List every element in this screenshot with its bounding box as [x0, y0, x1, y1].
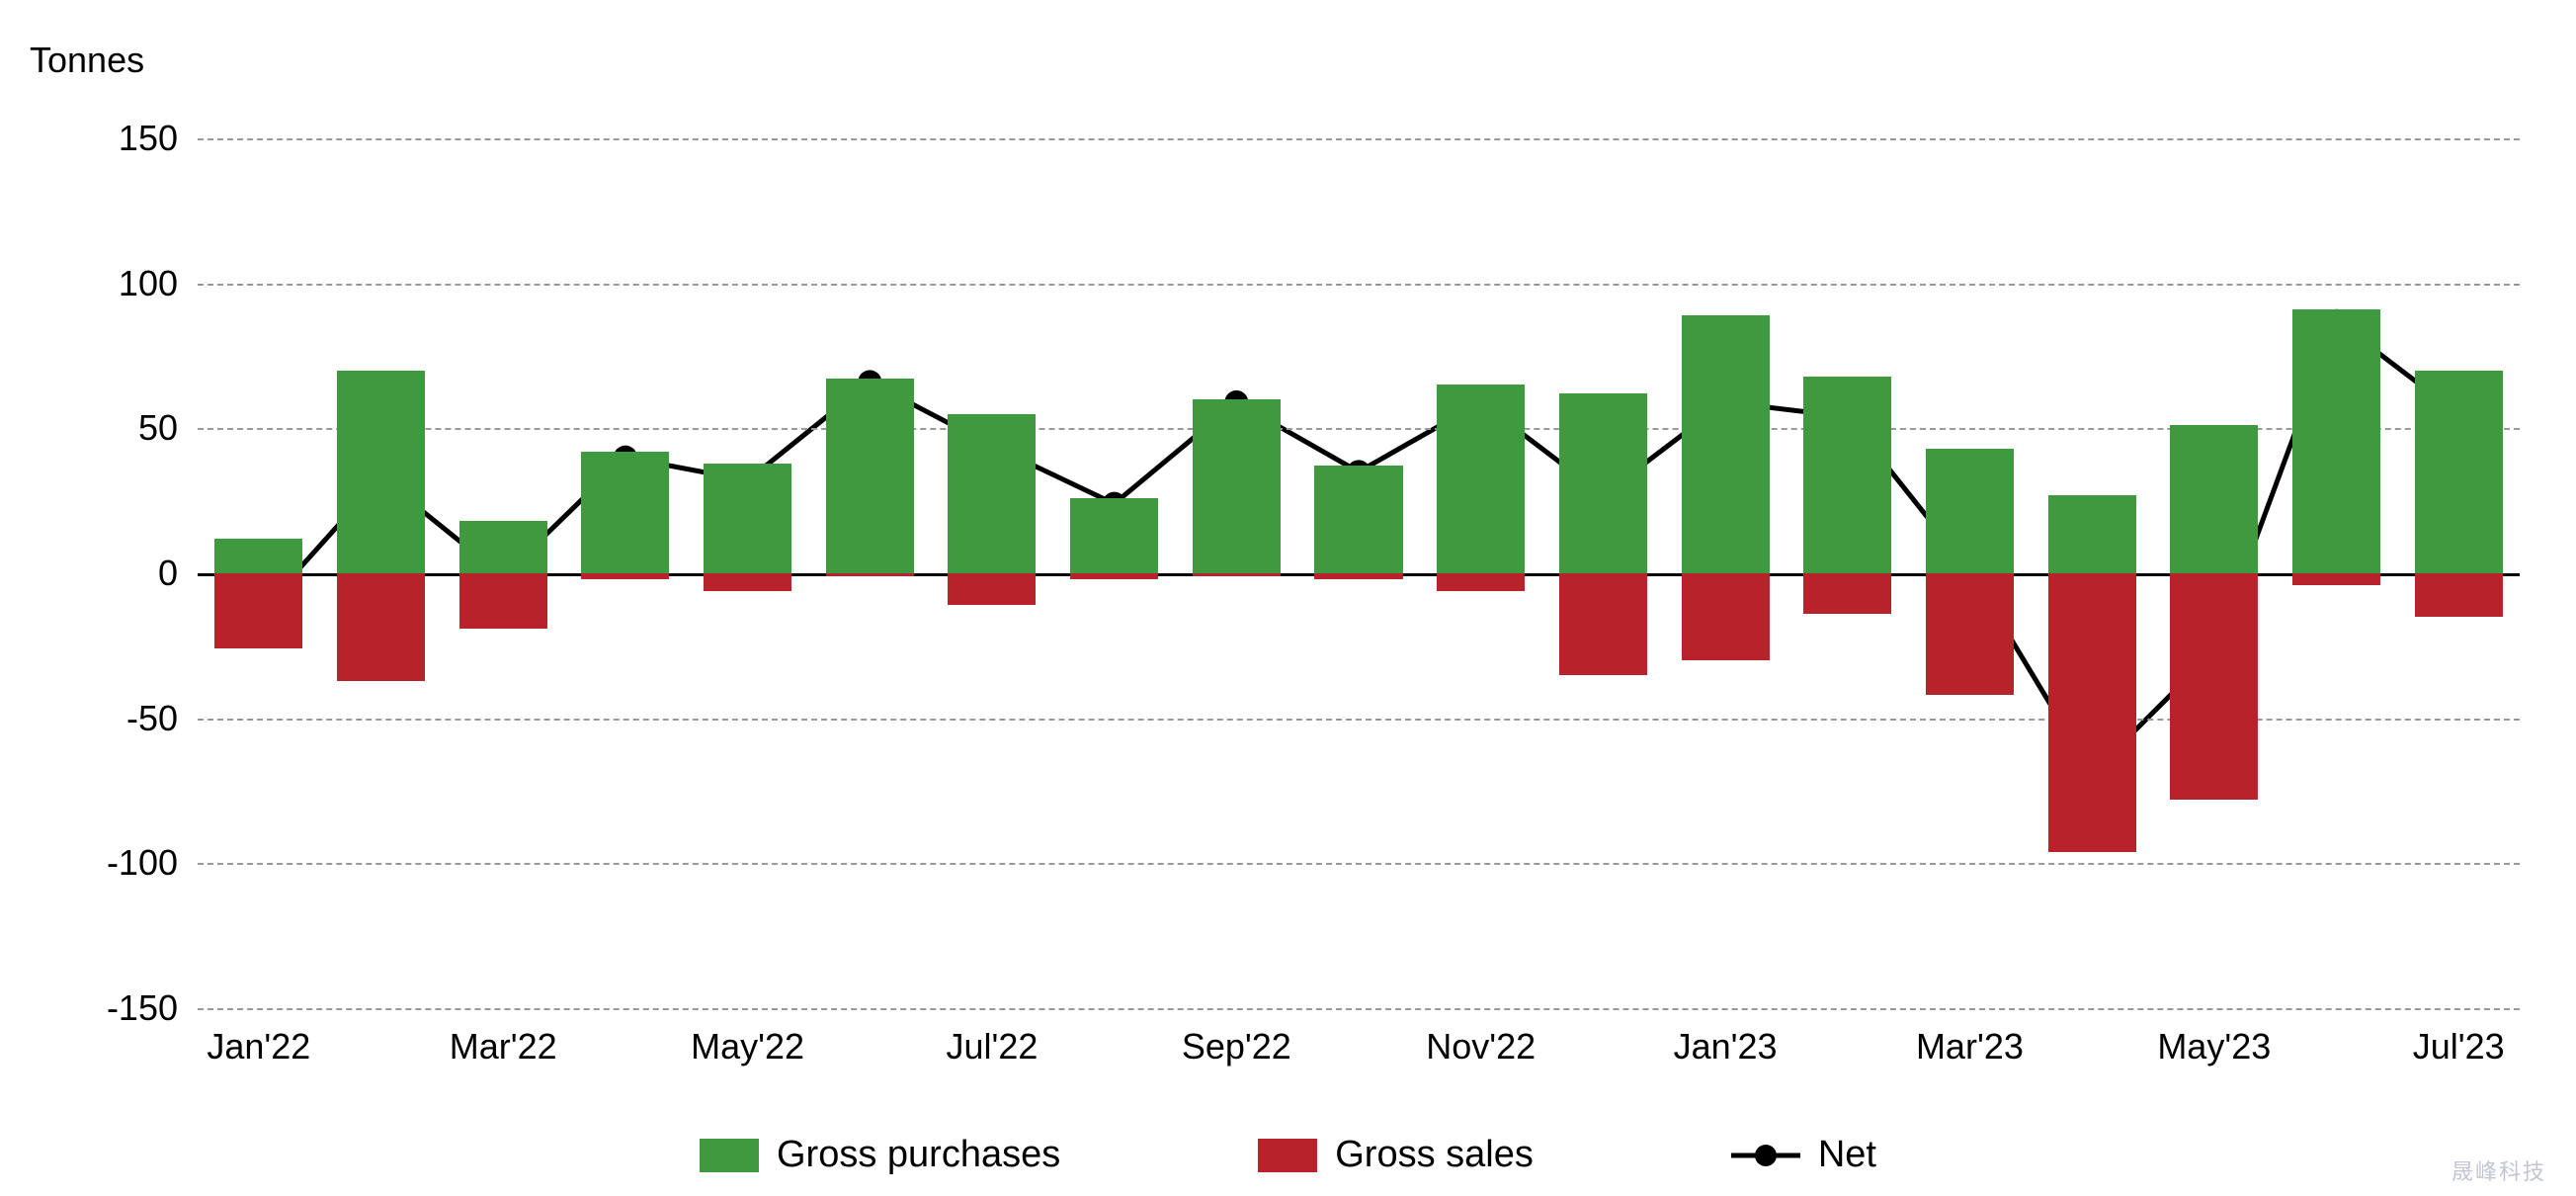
gross-purchases-bar: [826, 379, 914, 573]
gross-purchases-bar: [2048, 495, 2136, 573]
gross-sales-bar: [704, 573, 791, 591]
gross-purchases-bar: [459, 521, 547, 573]
gross-sales-bar: [1437, 573, 1525, 591]
gross-sales-bar: [214, 573, 302, 648]
gross-purchases-bar: [1926, 449, 2014, 573]
gridline: [198, 1008, 2520, 1010]
gross-purchases-bar: [337, 371, 425, 573]
y-tick-label: -50: [126, 698, 178, 739]
legend-label-net: Net: [1818, 1134, 1876, 1176]
x-tick-label: Mar'22: [450, 1026, 557, 1068]
x-tick-label: Jul'22: [946, 1026, 1038, 1068]
gross-sales-bar: [337, 573, 425, 681]
gross-purchases-bar: [2415, 371, 2503, 573]
gridline: [198, 863, 2520, 865]
watermark: 晟峰科技: [2451, 1154, 2546, 1186]
gross-purchases-bar: [2170, 425, 2258, 573]
x-tick-label: Jan'23: [1674, 1026, 1778, 1068]
x-tick-label: Jan'22: [207, 1026, 310, 1068]
legend-gross-purchases: Gross purchases: [700, 1134, 1060, 1176]
gross-purchases-bar: [214, 539, 302, 573]
gross-purchases-bar: [1437, 384, 1525, 573]
gross-purchases-bar: [948, 414, 1036, 573]
legend: Gross purchases Gross sales Net: [0, 1134, 2576, 1176]
legend-net: Net: [1731, 1134, 1876, 1176]
gross-sales-bar: [2415, 573, 2503, 617]
y-tick-label: 0: [158, 553, 178, 594]
gross-purchases-bar: [1803, 377, 1891, 573]
gross-sales-bar: [826, 573, 914, 576]
x-tick-label: Sep'22: [1182, 1026, 1291, 1068]
x-tick-label: Nov'22: [1426, 1026, 1536, 1068]
gross-sales-bar: [1926, 573, 2014, 695]
x-tick-label: Mar'23: [1916, 1026, 2024, 1068]
gross-purchases-bar: [1314, 466, 1402, 573]
gross-sales-bar: [1559, 573, 1647, 675]
gross-sales-bar: [1070, 573, 1158, 579]
gridline: [198, 138, 2520, 140]
y-tick-label: -150: [107, 987, 178, 1029]
legend-label-sales: Gross sales: [1335, 1134, 1534, 1176]
legend-label-purchases: Gross purchases: [777, 1134, 1060, 1176]
legend-swatch-purchases: [700, 1139, 759, 1172]
gross-purchases-bar: [2292, 309, 2380, 573]
legend-swatch-sales: [1258, 1139, 1317, 1172]
gross-sales-bar: [1193, 573, 1281, 576]
y-axis-title: Tonnes: [30, 40, 144, 81]
x-tick-label: May'22: [691, 1026, 804, 1068]
gross-purchases-bar: [704, 464, 791, 573]
gross-sales-bar: [948, 573, 1036, 605]
legend-gross-sales: Gross sales: [1258, 1134, 1534, 1176]
plot-area: -150-100-50050100150Jan'22Mar'22May'22Ju…: [198, 138, 2520, 1008]
gross-sales-bar: [1682, 573, 1770, 660]
y-tick-label: -100: [107, 842, 178, 884]
gross-purchases-bar: [1070, 498, 1158, 573]
x-tick-label: Jul'23: [2413, 1026, 2505, 1068]
gross-sales-bar: [2292, 573, 2380, 585]
gross-sales-bar: [581, 573, 669, 579]
gross-sales-bar: [1803, 573, 1891, 614]
gross-purchases-bar: [1682, 315, 1770, 573]
gross-sales-bar: [459, 573, 547, 629]
gross-sales-bar: [2170, 573, 2258, 800]
y-tick-label: 100: [119, 263, 178, 304]
gross-sales-bar: [1314, 573, 1402, 579]
x-tick-label: May'23: [2157, 1026, 2271, 1068]
gross-purchases-bar: [581, 452, 669, 573]
gross-sales-bar: [2048, 573, 2136, 852]
gross-purchases-bar: [1559, 393, 1647, 573]
gross-purchases-bar: [1193, 399, 1281, 573]
gridline: [198, 284, 2520, 286]
y-tick-label: 50: [138, 407, 178, 449]
y-tick-label: 150: [119, 118, 178, 159]
tonnes-chart: Tonnes -150-100-50050100150Jan'22Mar'22M…: [0, 0, 2576, 1196]
legend-line-net: [1731, 1139, 1800, 1172]
